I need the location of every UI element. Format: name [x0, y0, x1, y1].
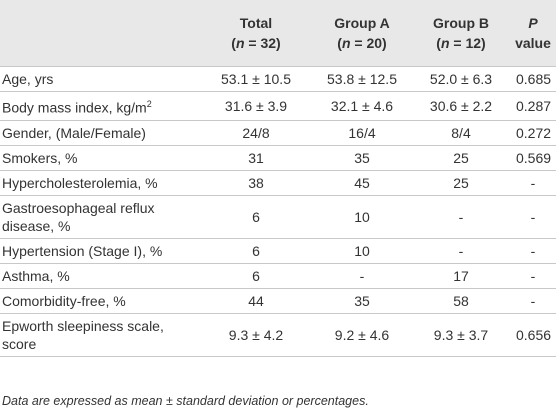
table-row: Body mass index, kg/m2 31.6 ± 3.9 32.1 ± 4…	[0, 91, 556, 121]
table-row: Asthma, % 6-17-	[0, 262, 556, 289]
cell: 9.2 ± 4.6	[312, 312, 412, 357]
table-row: Smokers, % 31 35 25 0.569	[0, 144, 556, 171]
cell: 0.272	[510, 119, 556, 146]
cell: 0.685	[510, 66, 556, 92]
column-subtitle: (n = 12)	[436, 35, 486, 51]
row-label: Gender, (Male/Female)	[0, 119, 200, 146]
cell: -	[510, 194, 556, 239]
cell: 24/8	[200, 119, 312, 146]
row-label: Hypercholesterolemia, %	[0, 169, 200, 196]
row-label: Asthma, %	[0, 262, 200, 289]
data-table: Total (n = 32) Group A (n = 20) Group B (n = …	[0, 0, 556, 357]
cell: -	[510, 169, 556, 196]
table-row: Hypertension (Stage I), % 6 10- -	[0, 237, 556, 264]
cell: 38	[200, 169, 312, 196]
cell: 35	[312, 144, 412, 171]
table-header: Total (n = 32) Group A (n = 20) Group B (n = …	[0, 0, 556, 67]
table-body: Age, yrs 53.1 ± 10.5 53.8 ± 12.5 52.0 ± 6.3…	[0, 66, 556, 357]
cell: -	[412, 194, 510, 239]
row-label: Hypertension (Stage I), %	[0, 237, 200, 264]
cell: 30.6 ± 2.2	[412, 91, 510, 121]
cell: 6	[200, 262, 312, 289]
cell: 31.6 ± 3.9	[200, 91, 312, 121]
cell: 0.287	[510, 91, 556, 121]
table-row: Comorbidity-free, % 44 35 58-	[0, 287, 556, 314]
cell: 35	[312, 287, 412, 314]
header-cell: Group A (n = 20)	[312, 0, 412, 67]
cell: -	[510, 237, 556, 264]
column-subtitle: (n = 32)	[231, 35, 281, 51]
cell: 31	[200, 144, 312, 171]
cell: 0.656	[510, 312, 556, 357]
column-title: P value	[515, 15, 551, 51]
column-title: Total	[239, 15, 273, 31]
row-label: Body mass index, kg/m2	[0, 91, 200, 121]
cell: 9.3 ± 3.7	[412, 312, 510, 357]
cell: 53.8 ± 12.5	[312, 66, 412, 92]
cell: 45	[312, 169, 412, 196]
row-label: Smokers, %	[0, 144, 200, 171]
cell: -	[510, 262, 556, 289]
header-cell: Total (n = 32)	[200, 0, 312, 67]
table-row: Gender, (Male/Female) 24/8 16/4 8/4 0.272	[0, 119, 556, 146]
cell: 44	[200, 287, 312, 314]
cell: 10	[312, 194, 412, 239]
cell: -	[412, 237, 510, 264]
cell: 52.0 ± 6.3	[412, 66, 510, 92]
row-label: Age, yrs	[0, 66, 200, 92]
cell: 32.1 ± 4.6	[312, 91, 412, 121]
table-row: Age, yrs 53.1 ± 10.5 53.8 ± 12.5 52.0 ± 6.3…	[0, 66, 556, 92]
header-cell: Group B (n = 12)	[412, 0, 510, 67]
column-subtitle: (n = 20)	[337, 35, 387, 51]
table-row: Hypercholesterolemia, % 38 45 25-	[0, 169, 556, 196]
row-label: Epworth sleepiness scale, score	[0, 312, 200, 357]
table-row: Gastroesophageal reflux disease, % 6 10- -	[0, 194, 556, 239]
cell: 25	[412, 144, 510, 171]
cell: -	[510, 287, 556, 314]
cell: 16/4	[312, 119, 412, 146]
cell: 6	[200, 237, 312, 264]
cell: 58	[412, 287, 510, 314]
row-label: Comorbidity-free, %	[0, 287, 200, 314]
cell: 10	[312, 237, 412, 264]
cell: 9.3 ± 4.2	[200, 312, 312, 357]
header-cell: P value	[510, 0, 556, 67]
cell: -	[312, 262, 412, 289]
cell: 25	[412, 169, 510, 196]
cell: 8/4	[412, 119, 510, 146]
cell: 0.569	[510, 144, 556, 171]
header-cell	[0, 0, 200, 67]
footnote: Data are expressed as mean ± standard de…	[2, 394, 369, 408]
column-title: Group B	[433, 15, 489, 31]
row-label: Gastroesophageal reflux disease, %	[0, 194, 200, 239]
cell: 53.1 ± 10.5	[200, 66, 312, 92]
table-row: Epworth sleepiness scale, score 9.3 ± 4.2…	[0, 312, 556, 357]
header-row: Total (n = 32) Group A (n = 20) Group B (n = …	[0, 0, 556, 67]
cell: 17	[412, 262, 510, 289]
column-title: Group A	[334, 15, 390, 31]
cell: 6	[200, 194, 312, 239]
